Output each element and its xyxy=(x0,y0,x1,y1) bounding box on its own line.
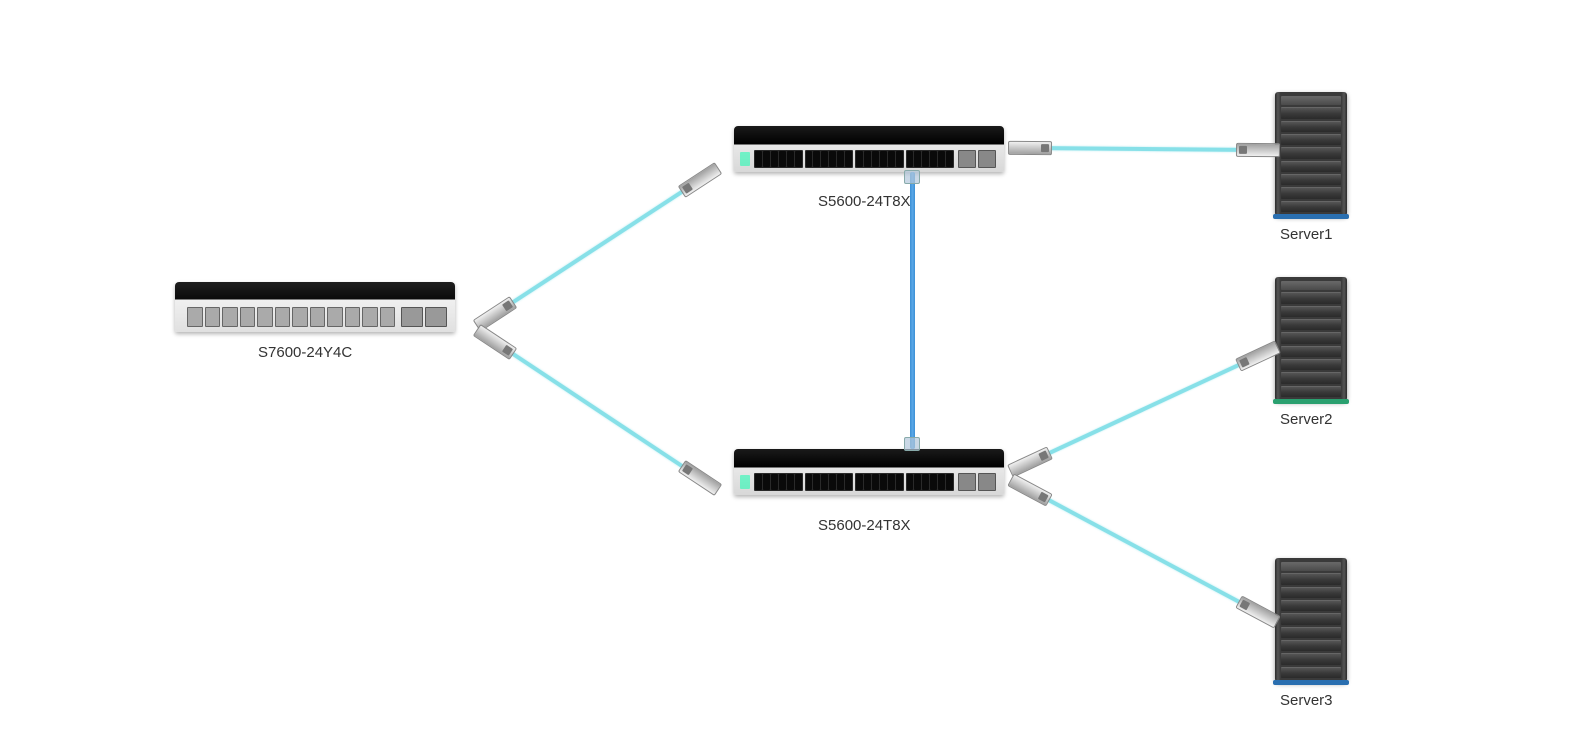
rj45-connector-icon xyxy=(904,170,920,184)
server2 xyxy=(1275,277,1347,401)
rj45-connector-icon xyxy=(904,437,920,451)
server1 xyxy=(1275,92,1347,216)
server1-label: Server1 xyxy=(1280,226,1333,243)
copper-link xyxy=(910,172,915,449)
agg-switch-top xyxy=(734,126,1004,172)
sfp-transceiver-icon xyxy=(1008,141,1052,155)
agg-switch-bottom xyxy=(734,449,1004,495)
fiber-link xyxy=(494,340,701,479)
core-switch-label: S7600-24Y4C xyxy=(258,344,352,361)
sfp-transceiver-icon xyxy=(1236,143,1280,157)
server3-label: Server3 xyxy=(1280,692,1333,709)
sfp-transceiver-icon xyxy=(473,324,517,360)
server2-label: Server2 xyxy=(1280,411,1333,428)
sfp-transceiver-icon xyxy=(678,162,722,198)
server3 xyxy=(1275,558,1347,682)
fiber-link xyxy=(1029,354,1259,464)
sfp-transceiver-icon xyxy=(1007,473,1052,506)
core-switch xyxy=(175,282,455,332)
sfp-transceiver-icon xyxy=(678,460,722,496)
fiber-link xyxy=(494,178,701,315)
agg-switch-top-label: S5600-24T8X xyxy=(818,193,911,210)
fiber-link xyxy=(1029,488,1259,614)
sfp-transceiver-icon xyxy=(1235,595,1280,628)
agg-switch-bottom-label: S5600-24T8X xyxy=(818,517,911,534)
fiber-link xyxy=(1030,146,1258,152)
